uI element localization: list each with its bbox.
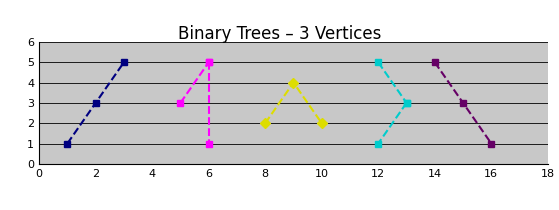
BinTree 4 — [375, 61, 382, 64]
Line: BinTree 5: BinTree 5 — [432, 59, 495, 147]
BinTree 5 — [459, 102, 466, 104]
BinTree 3 — [262, 122, 268, 125]
BinTree 2 — [205, 61, 212, 64]
BinTree 3 — [319, 122, 325, 125]
BinTree 1 — [121, 61, 127, 64]
BinTree 5 — [432, 61, 438, 64]
Text: Binary Trees – 3 Vertices: Binary Trees – 3 Vertices — [178, 25, 381, 43]
BinTree 3 — [290, 81, 297, 84]
Line: BinTree 1: BinTree 1 — [64, 59, 127, 147]
Line: BinTree 2: BinTree 2 — [177, 59, 212, 106]
BinTree 1 — [64, 142, 71, 145]
BinTree 2 — [177, 102, 184, 104]
BinTree 4 — [403, 102, 410, 104]
Line: BinTree 4: BinTree 4 — [375, 59, 410, 106]
Line: BinTree 3: BinTree 3 — [262, 79, 325, 127]
BinTree 1 — [92, 102, 99, 104]
BinTree 5 — [488, 142, 495, 145]
